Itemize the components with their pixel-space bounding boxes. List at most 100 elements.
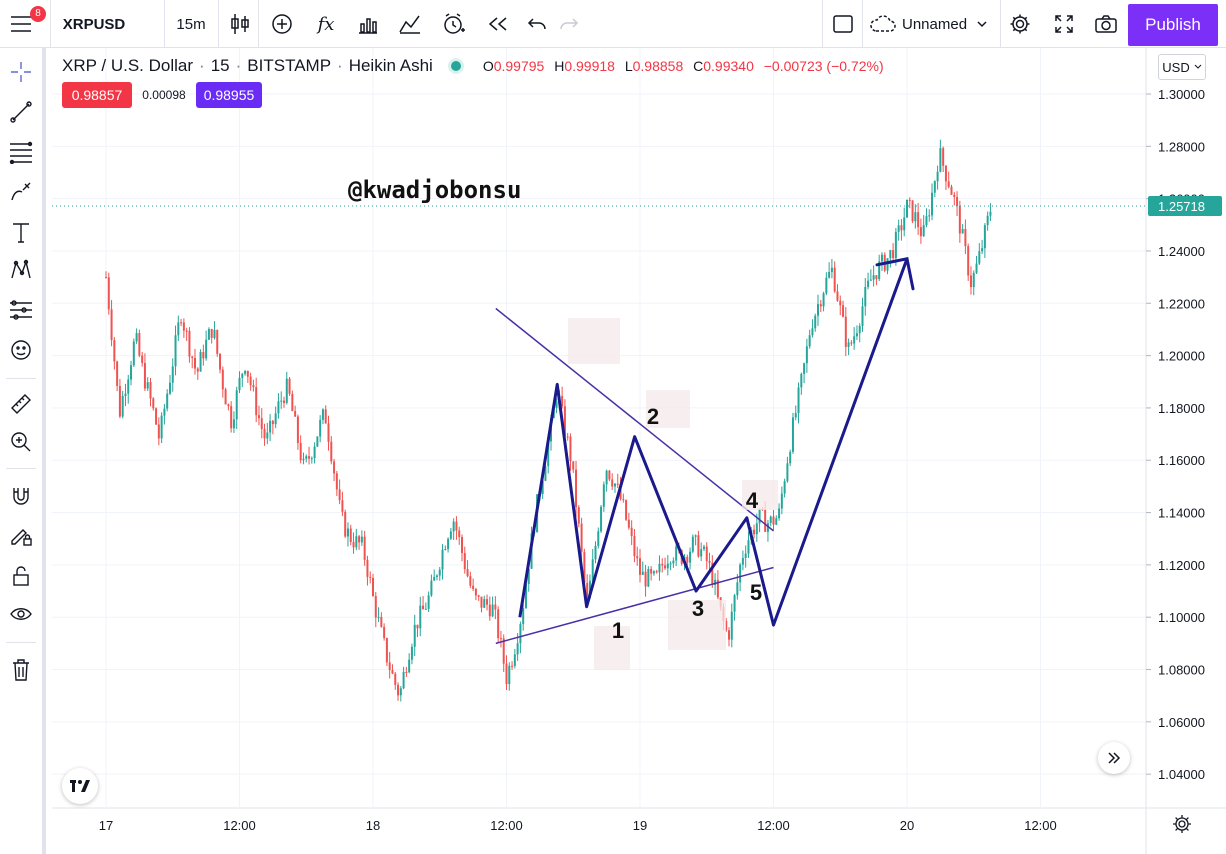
candle-body-down — [249, 376, 252, 386]
candle-body-down — [263, 428, 266, 439]
candle-body-up — [346, 528, 349, 537]
candle-body-down — [194, 357, 196, 369]
candle-body-up — [983, 225, 986, 249]
candle-body-up — [241, 373, 244, 378]
candle-body-down — [630, 527, 633, 536]
currency-select[interactable]: USD — [1158, 54, 1206, 80]
candle-body-up — [978, 251, 981, 264]
layout-name-button[interactable]: Unnamed — [870, 4, 998, 44]
candle-body-down — [958, 205, 961, 234]
compare-icon[interactable] — [396, 4, 424, 44]
candle-body-up — [878, 261, 881, 280]
candle-body-up — [747, 540, 750, 554]
eye-icon[interactable] — [5, 598, 37, 630]
candle-body-down — [725, 621, 728, 631]
fib-retracement-icon[interactable] — [5, 136, 37, 168]
candle-body-up — [830, 267, 833, 273]
prediction-tool-icon[interactable] — [5, 294, 37, 326]
emoji-tool-icon[interactable] — [5, 334, 37, 366]
candle-body-down — [358, 536, 361, 543]
candle-body-up — [975, 263, 978, 273]
time-axis[interactable]: 17 12:00 18 12:00 19 12:00 20 12:00 — [99, 815, 1191, 833]
redo-icon[interactable] — [556, 4, 582, 44]
interval-button[interactable]: 15m — [176, 15, 206, 33]
candle-body-up — [555, 401, 558, 408]
candle-body-down — [497, 609, 500, 639]
candle-body-down — [324, 409, 327, 424]
candle-body-down — [155, 408, 158, 425]
divider — [218, 0, 219, 47]
y-tick-label: 1.12000 — [1158, 558, 1205, 573]
candle-body-up — [797, 387, 800, 414]
candle-body-down — [388, 662, 391, 670]
symbol-search-button[interactable]: XRPUSD — [62, 15, 126, 33]
wave-label: 3 — [692, 596, 704, 621]
candle-body-up — [519, 624, 522, 644]
divider — [822, 0, 823, 47]
candle-body-down — [494, 604, 497, 610]
y-tick-label: 1.16000 — [1158, 453, 1205, 468]
candle-body-up — [433, 576, 436, 581]
candle-body-down — [221, 369, 224, 390]
candle-body-down — [967, 246, 970, 276]
price-axis[interactable]: 1.300001.280001.260001.240001.220001.200… — [1146, 87, 1222, 782]
fullscreen-icon[interactable] — [1050, 4, 1078, 44]
publish-button[interactable]: Publish — [1128, 4, 1218, 46]
candle-body-down — [474, 588, 477, 596]
layout-icon[interactable] — [830, 4, 856, 44]
financials-icon[interactable] — [354, 4, 382, 44]
candle-body-down — [686, 556, 689, 563]
candle-body-down — [764, 509, 767, 532]
candle-body-down — [369, 576, 372, 578]
y-tick-label: 1.30000 — [1158, 87, 1205, 102]
sell-price-button[interactable]: 0.98857 — [62, 82, 132, 108]
candle-body-up — [730, 611, 733, 640]
candles-style-icon[interactable] — [226, 4, 254, 44]
camera-icon[interactable] — [1092, 4, 1120, 44]
lock-icon[interactable] — [5, 560, 37, 592]
candle-body-up — [758, 509, 761, 524]
upper-trendline — [495, 307, 774, 532]
zoom-in-icon[interactable] — [5, 426, 37, 458]
candle-body-down — [705, 546, 708, 562]
candle-body-down — [397, 684, 400, 696]
candle-body-down — [216, 329, 219, 354]
replay-icon[interactable] — [484, 4, 512, 44]
highlight-box — [742, 480, 778, 510]
menu-icon[interactable] — [6, 4, 36, 44]
tradingview-logo[interactable] — [62, 768, 98, 804]
scroll-to-realtime-button[interactable] — [1098, 742, 1130, 774]
alert-icon[interactable] — [438, 4, 470, 44]
undo-icon[interactable] — [524, 4, 550, 44]
brush-tool-icon[interactable] — [5, 176, 37, 208]
candle-body-down — [152, 398, 155, 409]
settings-gear-icon[interactable] — [1006, 4, 1034, 44]
candle-body-up — [316, 436, 319, 447]
magnet-icon[interactable] — [5, 480, 37, 512]
trash-icon[interactable] — [5, 654, 37, 686]
candle-body-up — [305, 456, 308, 459]
candle-body-down — [708, 561, 711, 563]
spread-value: 0.00098 — [142, 88, 186, 102]
text-tool-icon[interactable] — [5, 216, 37, 248]
lock-pencil-icon[interactable] — [5, 520, 37, 552]
candle-body-down — [566, 436, 569, 438]
candle-body-down — [116, 361, 119, 386]
candle-body-up — [864, 286, 867, 307]
candle-body-up — [886, 258, 889, 271]
symbol-title: XRP / U.S. Dollar — [62, 56, 194, 75]
x-tick-label: 12:00 — [223, 818, 256, 833]
add-indicator-icon[interactable] — [268, 4, 296, 44]
ruler-icon[interactable] — [5, 388, 37, 420]
candle-body-down — [191, 356, 194, 358]
arrow-head — [875, 257, 915, 291]
crosshair-icon[interactable] — [5, 56, 37, 88]
candle-body-down — [625, 500, 628, 520]
pattern-tool-icon[interactable] — [5, 254, 37, 286]
market-status-icon — [450, 61, 461, 71]
indicators-button[interactable]: fx — [317, 13, 335, 35]
candle-body-up — [544, 466, 547, 481]
trendline-tool-icon[interactable] — [5, 96, 37, 128]
buy-price-button[interactable]: 0.98955 — [196, 82, 262, 108]
